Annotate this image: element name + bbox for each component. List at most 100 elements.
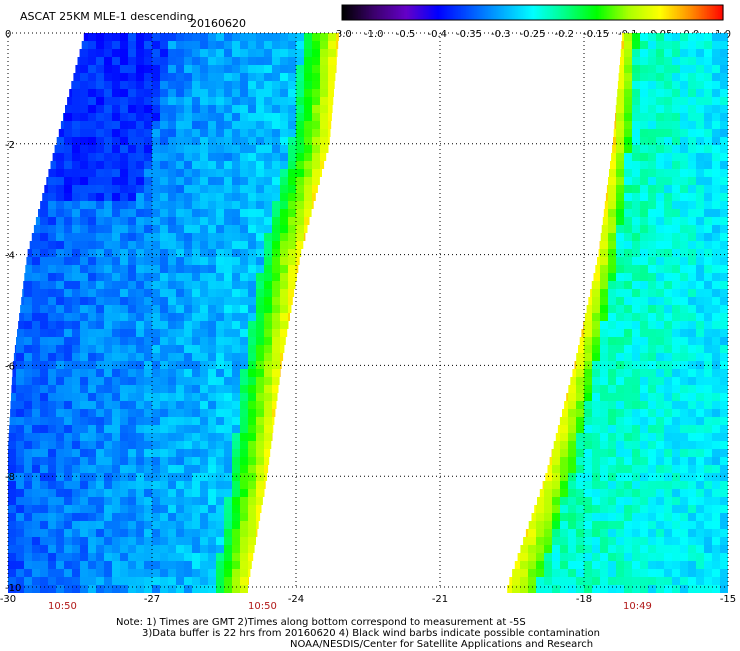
heatmap-cell: [720, 217, 728, 225]
heatmap-cell: [688, 401, 696, 409]
heatmap-cell: [64, 169, 72, 177]
heatmap-cell: [720, 137, 728, 145]
heatmap-cell: [152, 409, 160, 417]
heatmap-cell: [224, 241, 232, 249]
heatmap-cell: [160, 505, 168, 513]
heatmap-cell: [216, 337, 224, 345]
heatmap-cell: [56, 569, 64, 577]
heatmap-cell: [696, 57, 704, 65]
heatmap-cell: [584, 313, 593, 321]
heatmap-cell: [184, 473, 192, 481]
heatmap-cell: [624, 225, 632, 233]
heatmap-cell: [632, 41, 640, 49]
heatmap-cell: [48, 481, 56, 489]
heatmap-cell: [592, 313, 600, 321]
heatmap-cell: [576, 481, 584, 489]
heatmap-cell: [128, 185, 136, 193]
heatmap-cell: [16, 369, 24, 377]
heatmap-cell: [24, 561, 32, 569]
heatmap-cell: [720, 97, 728, 105]
heatmap-cell: [624, 449, 632, 457]
heatmap-cell: [528, 569, 536, 577]
heatmap-cell: [696, 137, 704, 145]
heatmap-cell: [144, 393, 152, 401]
heatmap-cell: [632, 521, 640, 529]
heatmap-cell: [216, 33, 224, 41]
heatmap-cell: [632, 241, 640, 249]
heatmap-cell: [272, 33, 280, 41]
heatmap-cell: [208, 49, 216, 57]
heatmap-cell: [680, 345, 688, 353]
heatmap-cell: [10, 401, 19, 409]
heatmap-cell: [720, 145, 728, 153]
heatmap-cell: [216, 465, 224, 473]
colorbar-cell: [570, 5, 573, 20]
heatmap-cell: [704, 409, 712, 417]
heatmap-cell: [88, 273, 96, 281]
heatmap-cell: [160, 433, 168, 441]
colorbar-cell: [557, 5, 561, 20]
heatmap-cell: [152, 225, 160, 233]
heatmap-cell: [216, 441, 224, 449]
heatmap-cell: [80, 265, 88, 273]
heatmap-cell: [304, 113, 312, 121]
heatmap-cell: [672, 377, 680, 385]
heatmap-cell: [608, 481, 616, 489]
heatmap-cell: [160, 425, 168, 433]
heatmap-cell: [32, 289, 40, 297]
heatmap-cell: [144, 401, 152, 409]
heatmap-cell: [264, 57, 272, 65]
heatmap-cell: [136, 553, 144, 561]
heatmap-cell: [168, 521, 176, 529]
heatmap-cell: [88, 329, 96, 337]
heatmap-cell: [648, 257, 656, 265]
heatmap-cell: [552, 577, 560, 585]
heatmap-cell: [264, 457, 270, 465]
heatmap-cell: [704, 345, 712, 353]
heatmap-cell: [136, 257, 144, 265]
heatmap-cell: [248, 185, 256, 193]
heatmap-cell: [192, 537, 200, 545]
heatmap-cell: [592, 537, 600, 545]
heatmap-cell: [56, 161, 64, 169]
heatmap-cell: [72, 585, 80, 593]
heatmap-cell: [680, 41, 688, 49]
heatmap-cell: [672, 105, 680, 113]
heatmap-cell: [696, 585, 704, 593]
heatmap-cell: [640, 41, 648, 49]
heatmap-cell: [672, 113, 680, 121]
heatmap-cell: [192, 193, 200, 201]
heatmap-cell: [104, 57, 112, 65]
heatmap-cell: [280, 113, 288, 121]
heatmap-cell: [200, 473, 208, 481]
heatmap-cell: [680, 33, 688, 41]
heatmap-cell: [600, 449, 608, 457]
heatmap-cell: [8, 553, 16, 561]
heatmap-cell: [584, 377, 592, 385]
heatmap-cell: [248, 73, 256, 81]
heatmap-cell: [240, 145, 248, 153]
heatmap-cell: [720, 177, 728, 185]
heatmap-cell: [552, 513, 560, 521]
colorbar-cell: [640, 5, 643, 20]
heatmap-cell: [56, 305, 64, 313]
heatmap-cell: [240, 409, 248, 417]
heatmap-cell: [680, 401, 688, 409]
heatmap-cell: [40, 385, 48, 393]
colorbar-cell: [394, 5, 397, 20]
heatmap-cell: [56, 329, 64, 337]
colorbar-cell: [456, 5, 459, 20]
heatmap-cell: [280, 225, 288, 233]
heatmap-cell: [648, 161, 656, 169]
heatmap-cell: [272, 289, 280, 297]
heatmap-cell: [152, 289, 160, 297]
heatmap-cell: [40, 481, 48, 489]
heatmap-cell: [528, 585, 536, 593]
heatmap-cell: [112, 73, 120, 81]
colorbar-cell: [689, 5, 692, 20]
heatmap-cell: [200, 33, 208, 41]
heatmap-cell: [232, 209, 240, 217]
heatmap-cell: [632, 233, 640, 241]
heatmap-cell: [112, 273, 120, 281]
heatmap-cell: [176, 201, 184, 209]
